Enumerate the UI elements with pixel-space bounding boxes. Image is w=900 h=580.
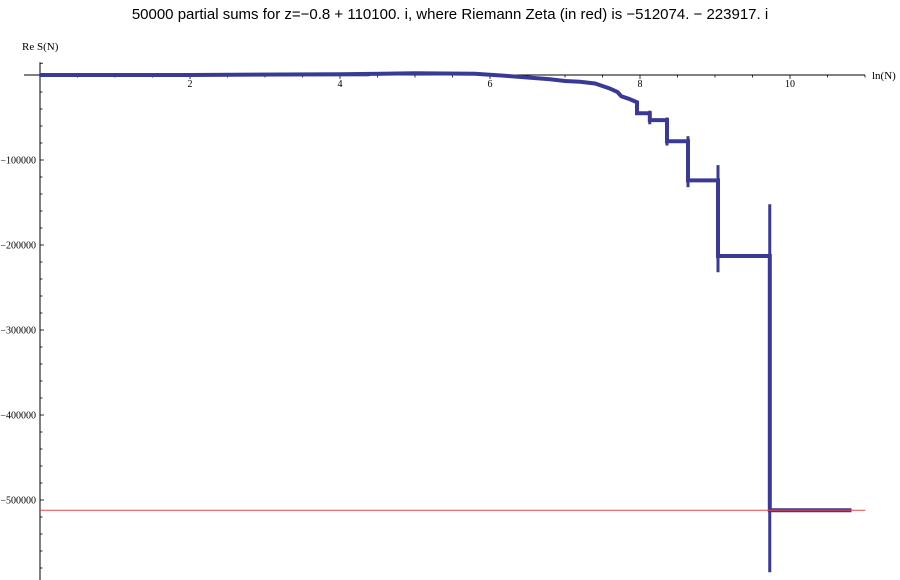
y-tick-label: −100000 bbox=[0, 156, 36, 167]
y-tick-label: −300000 bbox=[0, 326, 36, 337]
axes: 2 4 6 8 10 −100000 −200000 −300000 −400000 −50000… bbox=[0, 62, 866, 580]
x-tick-label: 10 bbox=[785, 79, 795, 90]
y-tick-label: −200000 bbox=[0, 241, 36, 252]
x-tick-label: 4 bbox=[338, 79, 343, 90]
series-line bbox=[40, 71, 852, 513]
x-tick-label: 2 bbox=[188, 79, 193, 90]
x-tick-label: 6 bbox=[488, 79, 493, 90]
chart-title: 50000 partial sums for z=−0.8 + 110100. … bbox=[131, 6, 769, 23]
x-tick-label: 8 bbox=[638, 79, 643, 90]
series-group bbox=[39, 71, 852, 573]
y-tick-label: −400000 bbox=[0, 411, 36, 422]
y-axis-label: Re S(N) bbox=[22, 41, 59, 53]
y-tick-label: −500000 bbox=[0, 496, 36, 507]
x-axis-label: ln(N) bbox=[872, 70, 896, 82]
